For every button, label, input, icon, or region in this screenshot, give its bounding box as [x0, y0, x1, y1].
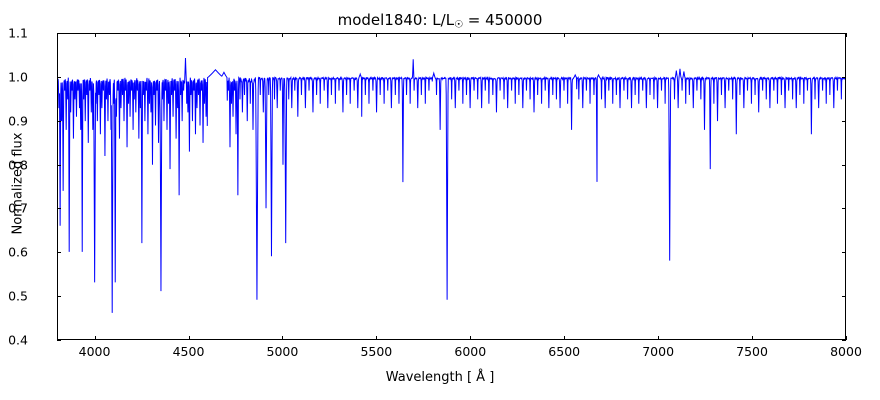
y-tick-label: 0.9: [8, 113, 28, 129]
flux-curve: [58, 58, 845, 313]
x-tick-mark: [470, 336, 472, 340]
x-tick-mark: [752, 336, 754, 340]
y-tick-mark: [842, 296, 846, 298]
y-tick-mark: [842, 340, 846, 341]
y-tick-label: 0.7: [8, 200, 28, 216]
x-tick-label: 7500: [736, 344, 768, 359]
x-tick-label: 5500: [360, 344, 393, 359]
x-tick-mark: [94, 33, 96, 37]
x-tick-label: 4000: [78, 344, 111, 359]
x-tick-label: 4500: [172, 344, 205, 359]
y-tick-mark: [842, 76, 846, 78]
x-tick-mark: [564, 33, 566, 37]
y-tick-label: 0.5: [8, 288, 28, 304]
y-tick-mark: [842, 33, 846, 34]
x-tick-label: 7000: [642, 344, 675, 359]
title-prefix: model1840: L/L: [337, 11, 455, 29]
y-tick-mark: [842, 208, 846, 210]
y-tick-label: 1.0: [8, 69, 28, 85]
y-tick-mark: [842, 120, 846, 122]
x-tick-label: 6500: [548, 344, 581, 359]
plot-axes-frame: [57, 33, 846, 340]
y-tick-mark: [57, 120, 61, 122]
y-tick-mark: [57, 208, 61, 210]
y-tick-mark: [57, 252, 61, 254]
y-tick-label: 1.1: [8, 25, 28, 41]
y-tick-label: 0.8: [8, 157, 28, 173]
y-tick-mark: [842, 252, 846, 254]
x-tick-mark: [846, 336, 847, 340]
y-tick-label: 0.4: [8, 332, 28, 348]
x-tick-mark: [470, 33, 472, 37]
y-tick-mark: [57, 76, 61, 78]
x-tick-mark: [564, 336, 566, 340]
x-tick-mark: [188, 336, 190, 340]
x-tick-label: 5000: [266, 344, 299, 359]
x-tick-label: 8000: [830, 344, 862, 359]
x-axis-label: Wavelength [ Å ]: [385, 370, 495, 385]
plot-title: model1840: L/L☉ = 450000: [0, 11, 880, 31]
y-tick-label: 0.6: [8, 244, 28, 260]
y-tick-mark: [57, 164, 61, 166]
x-tick-mark: [658, 336, 660, 340]
y-tick-mark: [842, 164, 846, 166]
y-tick-mark: [57, 296, 61, 298]
y-tick-mark: [57, 340, 61, 341]
spectrum-line-series: [58, 34, 845, 339]
x-tick-mark: [376, 33, 378, 37]
x-tick-mark: [752, 33, 754, 37]
x-tick-mark: [282, 336, 284, 340]
x-tick-mark: [658, 33, 660, 37]
x-tick-mark: [376, 336, 378, 340]
sun-symbol-subscript: ☉: [454, 19, 464, 31]
title-suffix: = 450000: [463, 11, 543, 29]
x-tick-mark: [846, 33, 847, 37]
x-tick-mark: [188, 33, 190, 37]
x-tick-mark: [94, 336, 96, 340]
x-tick-mark: [282, 33, 284, 37]
x-tick-label: 6000: [454, 344, 487, 359]
y-tick-mark: [57, 33, 61, 34]
